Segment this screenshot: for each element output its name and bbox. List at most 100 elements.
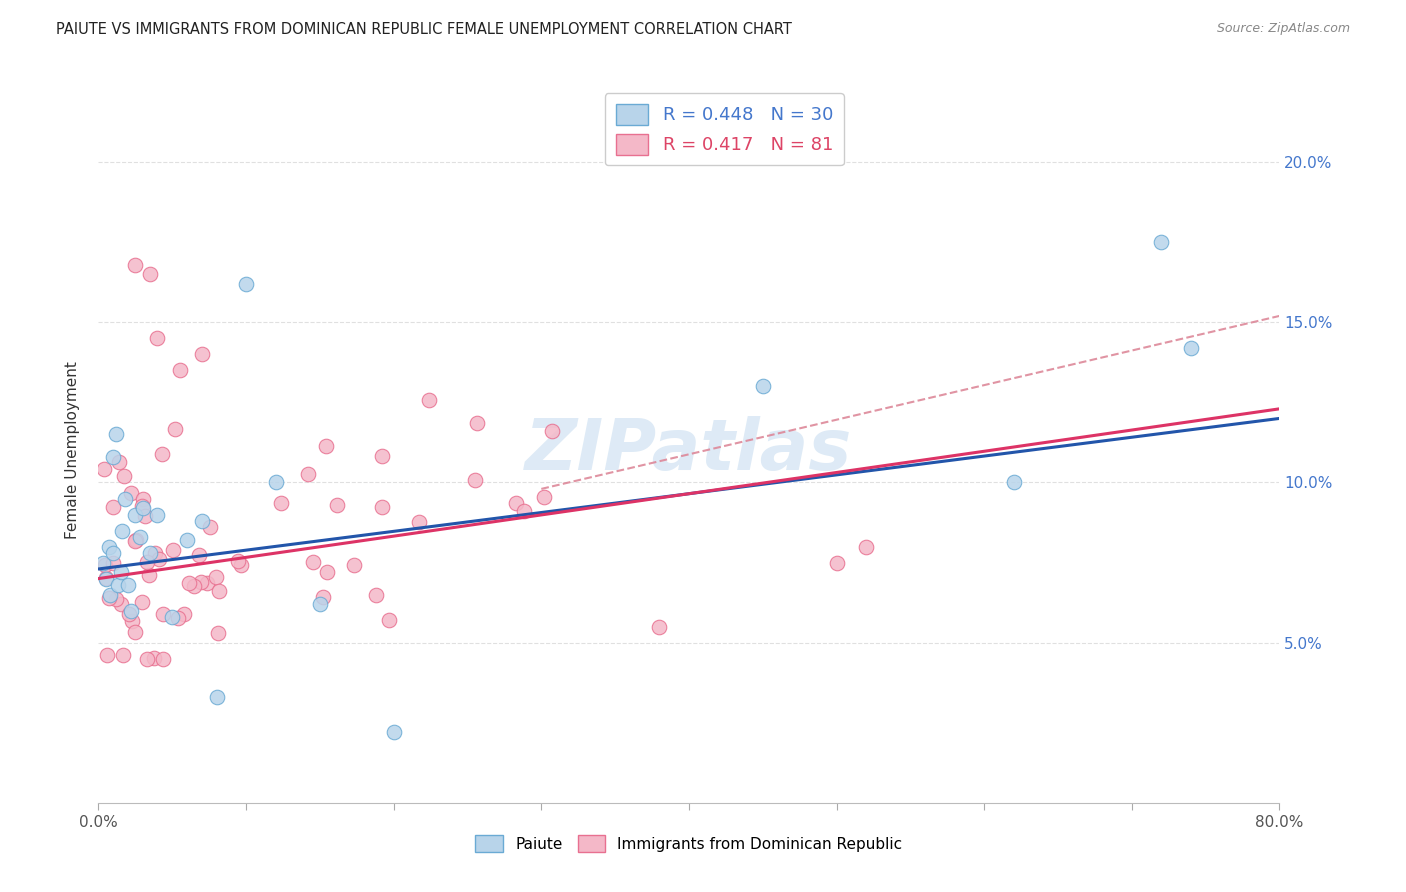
- Point: [533, 491, 555, 505]
- Point: [124, 625, 146, 640]
- Point: [94, 572, 117, 586]
- Point: [143, 546, 166, 560]
- Point: [110, 565, 132, 579]
- Point: [150, 447, 173, 461]
- Point: [120, 486, 142, 500]
- Point: [343, 558, 366, 572]
- Text: PAIUTE VS IMMIGRANTS FROM DOMINICAN REPUBLIC FEMALE UNEMPLOYMENT CORRELATION CHA: PAIUTE VS IMMIGRANTS FROM DOMINICAN REPU…: [56, 22, 792, 37]
- Point: [1002, 475, 1025, 490]
- Point: [162, 610, 183, 624]
- Point: [139, 546, 162, 560]
- Point: [146, 508, 169, 522]
- Text: Source: ZipAtlas.com: Source: ZipAtlas.com: [1216, 22, 1350, 36]
- Point: [110, 598, 132, 612]
- Point: [311, 590, 333, 604]
- Point: [114, 469, 136, 483]
- Point: [146, 331, 169, 345]
- Point: [112, 648, 135, 662]
- Point: [169, 363, 191, 377]
- Point: [148, 552, 170, 566]
- Point: [205, 690, 228, 705]
- Point: [191, 347, 214, 361]
- Point: [124, 533, 146, 548]
- Point: [370, 450, 392, 464]
- Point: [183, 579, 205, 593]
- Point: [325, 498, 347, 512]
- Point: [264, 475, 287, 490]
- Point: [191, 514, 214, 528]
- Point: [315, 565, 337, 579]
- Point: [117, 578, 139, 592]
- Point: [505, 496, 527, 510]
- Point: [377, 613, 399, 627]
- Point: [101, 556, 124, 570]
- Point: [315, 440, 337, 454]
- Point: [855, 540, 877, 554]
- Point: [364, 588, 387, 602]
- Text: ZIPatlas: ZIPatlas: [526, 416, 852, 485]
- Point: [207, 626, 229, 640]
- Point: [208, 584, 231, 599]
- Point: [226, 554, 249, 568]
- Point: [101, 500, 124, 514]
- Point: [120, 604, 142, 618]
- Point: [187, 548, 209, 562]
- Point: [103, 546, 125, 560]
- Point: [231, 558, 253, 572]
- Point: [105, 427, 128, 442]
- Point: [121, 614, 143, 628]
- Point: [512, 504, 534, 518]
- Point: [107, 578, 129, 592]
- Point: [97, 540, 120, 554]
- Point: [371, 500, 394, 514]
- Point: [98, 588, 121, 602]
- Point: [166, 610, 188, 624]
- Point: [131, 499, 153, 513]
- Point: [103, 450, 125, 464]
- Point: [114, 491, 136, 506]
- Point: [152, 651, 174, 665]
- Point: [463, 473, 485, 487]
- Point: [408, 515, 430, 529]
- Point: [94, 558, 117, 573]
- Point: [173, 607, 195, 622]
- Point: [132, 501, 155, 516]
- Point: [302, 555, 325, 569]
- Point: [1150, 235, 1173, 250]
- Point: [270, 496, 292, 510]
- Point: [105, 591, 128, 606]
- Point: [132, 492, 155, 507]
- Legend: Paiute, Immigrants from Dominican Republic: Paiute, Immigrants from Dominican Republ…: [470, 829, 908, 859]
- Point: [108, 455, 131, 469]
- Point: [96, 571, 118, 585]
- Point: [143, 651, 166, 665]
- Point: [198, 520, 221, 534]
- Point: [128, 530, 150, 544]
- Point: [111, 524, 134, 538]
- Point: [134, 509, 156, 524]
- Point: [541, 424, 564, 438]
- Point: [96, 648, 118, 662]
- Point: [177, 576, 200, 591]
- Point: [124, 508, 146, 522]
- Point: [205, 570, 228, 584]
- Point: [118, 607, 141, 621]
- Point: [98, 591, 121, 605]
- Point: [91, 556, 114, 570]
- Point: [93, 461, 115, 475]
- Point: [152, 607, 174, 621]
- Y-axis label: Female Unemployment: Female Unemployment: [65, 361, 80, 540]
- Point: [124, 258, 146, 272]
- Point: [235, 277, 257, 291]
- Point: [825, 556, 848, 570]
- Point: [297, 467, 319, 482]
- Point: [162, 543, 184, 558]
- Point: [190, 574, 212, 589]
- Point: [467, 416, 489, 430]
- Point: [648, 619, 671, 633]
- Point: [752, 379, 775, 393]
- Point: [382, 725, 405, 739]
- Point: [309, 597, 332, 611]
- Point: [136, 555, 159, 569]
- Point: [418, 392, 440, 407]
